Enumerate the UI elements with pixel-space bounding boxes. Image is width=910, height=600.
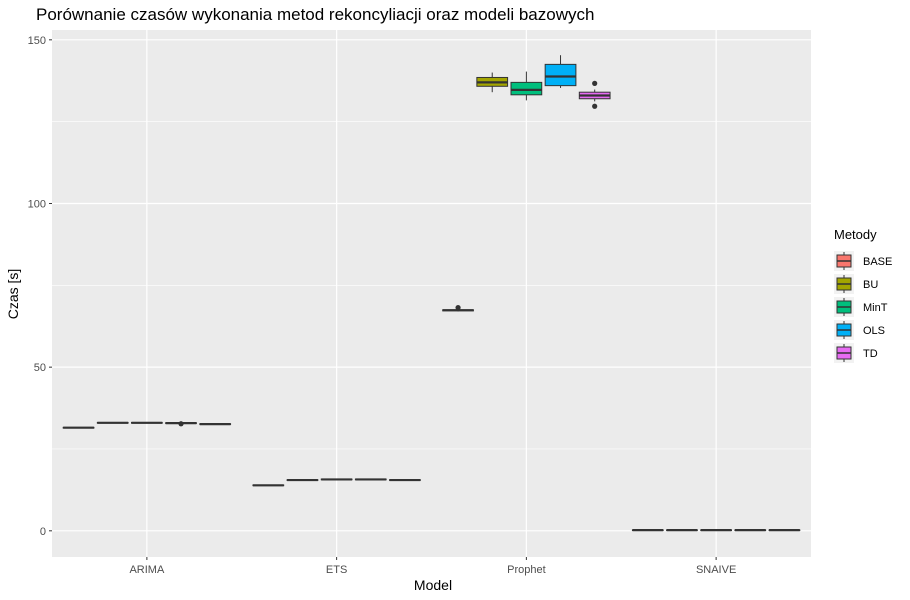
box-body bbox=[544, 63, 577, 87]
legend: Metody BASE BU MinT OLS TD bbox=[834, 227, 892, 363]
box-mint-ets bbox=[320, 478, 353, 481]
y-axis-ticks: 0 50 100 150 bbox=[28, 35, 52, 538]
x-axis-ticks: ARIMA ETS Prophet SNAIVE bbox=[129, 557, 736, 576]
y-axis-title: Czas [s] bbox=[5, 269, 21, 320]
box-ols-arima bbox=[165, 421, 197, 427]
box-base-prophet bbox=[442, 304, 474, 312]
x-tick-label: Prophet bbox=[507, 564, 546, 576]
y-tick-label: 0 bbox=[40, 526, 46, 538]
y-tick-label: 100 bbox=[28, 198, 46, 210]
box-base-arima bbox=[62, 426, 95, 429]
outlier-point bbox=[178, 421, 184, 427]
legend-item-td: TD bbox=[834, 343, 878, 363]
box-ols-prophet bbox=[544, 55, 577, 88]
box-base-ets bbox=[252, 484, 285, 487]
legend-label: OLS bbox=[863, 325, 885, 337]
box-bu-ets bbox=[286, 478, 319, 482]
x-axis-title: Model bbox=[414, 577, 452, 593]
box-bu-snaive bbox=[666, 529, 698, 532]
box-bu-arima bbox=[96, 421, 129, 424]
box-series bbox=[62, 55, 801, 532]
x-tick-label: ETS bbox=[326, 564, 347, 576]
box-mint-arima bbox=[131, 421, 163, 424]
box-ols-snaive bbox=[734, 529, 767, 532]
box-mint-snaive bbox=[700, 529, 732, 532]
legend-item-base: BASE bbox=[834, 251, 892, 271]
box-td-prophet bbox=[578, 80, 611, 109]
outlier-point bbox=[592, 103, 598, 109]
box-td-snaive bbox=[768, 529, 801, 532]
legend-label: BASE bbox=[863, 256, 892, 268]
outlier-point bbox=[592, 80, 598, 86]
y-tick-label: 50 bbox=[34, 362, 46, 374]
box-ols-ets bbox=[354, 478, 387, 481]
legend-title: Metody bbox=[834, 227, 877, 242]
grid-lines bbox=[52, 30, 811, 557]
legend-label: TD bbox=[863, 348, 878, 360]
legend-label: BU bbox=[863, 279, 878, 291]
outlier-point bbox=[455, 304, 461, 311]
plot-panel bbox=[52, 30, 811, 557]
chart-title: Porównanie czasów wykonania metod rekonc… bbox=[36, 5, 594, 24]
x-tick-label: ARIMA bbox=[129, 564, 165, 576]
legend-item-mint: MinT bbox=[834, 297, 888, 317]
y-tick-label: 150 bbox=[28, 35, 46, 47]
legend-item-ols: OLS bbox=[834, 320, 885, 340]
legend-label: MinT bbox=[863, 302, 888, 314]
box-bu-prophet bbox=[476, 72, 509, 93]
box-body bbox=[510, 81, 543, 96]
box-td-ets bbox=[389, 478, 421, 482]
x-tick-label: SNAIVE bbox=[696, 564, 736, 576]
legend-item-bu: BU bbox=[834, 274, 878, 294]
box-td-arima bbox=[199, 423, 232, 426]
box-base-snaive bbox=[631, 529, 664, 532]
box-mint-prophet bbox=[510, 71, 543, 101]
